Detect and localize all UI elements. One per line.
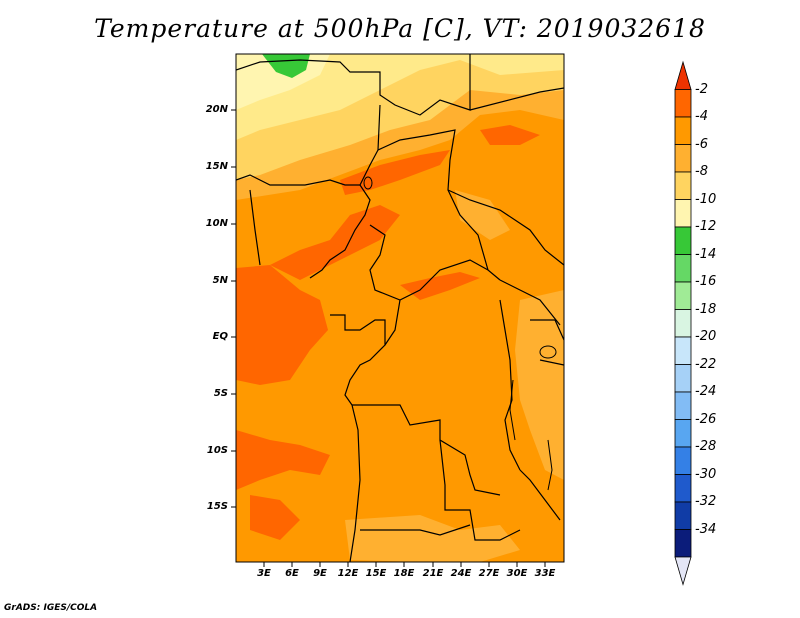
border-egypt [469, 87, 564, 111]
border-congo-drc [384, 299, 401, 346]
lat-label-10n: 10N [205, 218, 228, 229]
colorbar-segment [674, 199, 692, 228]
lat-label-5n: 5N [212, 275, 228, 286]
colorbar-label: -6 [695, 136, 708, 152]
lon-label-12e: 12E [337, 568, 359, 579]
colorbar-label: -12 [695, 219, 717, 234]
field-warm-west [236, 265, 328, 385]
border-chad [377, 129, 489, 271]
lake-malawi [547, 439, 553, 491]
border-niger [236, 104, 381, 186]
field-cool-east [515, 290, 564, 480]
colorbar-label: -32 [695, 494, 717, 509]
colorbar-segment [674, 226, 692, 255]
colorbar-segment [674, 336, 692, 365]
colorbar-label: -34 [695, 521, 717, 537]
colorbar-segment [674, 501, 692, 530]
border-benin [249, 189, 261, 266]
border-namibia [360, 524, 471, 536]
border-nigeria-cameroon [309, 184, 371, 279]
lakes [363, 176, 557, 491]
colorbar-bottom-triangle [674, 556, 692, 586]
lon-label-9e: 9E [313, 568, 327, 579]
colorbar-segment [674, 116, 692, 145]
border-sahara [236, 54, 471, 116]
lat-label-10s: 10S [206, 445, 228, 456]
border-zambia [439, 439, 521, 541]
colorbar-segment [674, 171, 692, 200]
colorbar-top-triangle [674, 60, 692, 90]
map-title: Temperature at 500hPa [C], VT: 201903261… [94, 14, 706, 43]
lat-label-20n: 20N [205, 104, 228, 115]
colorbar-segment [674, 281, 692, 310]
border-mozambique [519, 469, 561, 521]
border-south-sudan [499, 279, 561, 326]
border-sudan [447, 189, 564, 266]
temperature-field [236, 54, 564, 562]
lake-victoria [539, 345, 557, 359]
field-cool-south [345, 515, 520, 562]
lon-label-33e: 33E [534, 568, 556, 579]
colorbar-label: -2 [695, 81, 708, 97]
field-warm-south [250, 495, 300, 540]
field-cool-sudan [455, 190, 510, 240]
colorbar-segment [674, 364, 692, 393]
colorbar-segment [674, 144, 692, 173]
lon-label-30e: 30E [506, 568, 528, 579]
colorbar-label: -8 [695, 164, 708, 179]
colorbar-segment [674, 254, 692, 283]
colorbar-label: -26 [695, 411, 717, 427]
colorbar-segment [674, 474, 692, 503]
colorbar-label: -24 [695, 384, 717, 399]
lon-label-3e: 3E [257, 568, 271, 579]
colorbar-segment [674, 419, 692, 448]
field-warm-center [400, 272, 480, 300]
colorbar-label: -30 [695, 466, 717, 482]
colorbar-label: -28 [695, 439, 717, 454]
colorbar [674, 60, 692, 586]
lake-tanganyika [509, 379, 516, 441]
field-warm-north [340, 150, 450, 195]
border-kenya-tanzania [539, 359, 564, 366]
ticks [231, 109, 546, 567]
border-gabon-congo [330, 314, 386, 406]
colorbar-segment [674, 391, 692, 420]
lon-label-27e: 27E [478, 568, 500, 579]
colorbar-segment [674, 529, 692, 558]
field-warm-southwest [236, 430, 330, 490]
field-warm-northeast [480, 125, 540, 145]
lake-chad [363, 176, 373, 190]
colorbar-segment [674, 89, 692, 118]
lat-label-15n: 15N [205, 161, 228, 172]
border-drc-east [499, 299, 521, 471]
colorbar-segment [674, 446, 692, 475]
lon-label-24e: 24E [450, 568, 472, 579]
lon-label-15e: 15E [365, 568, 387, 579]
colorbar-label: -10 [695, 191, 717, 207]
colorbar-label: -14 [695, 246, 717, 262]
plot-frame [235, 53, 565, 563]
lat-label-eq: EQ [212, 331, 228, 342]
credit-text: GrADS: IGES/COLA [4, 603, 98, 613]
colorbar-label: -22 [695, 356, 717, 372]
field-warm-band [270, 205, 400, 280]
lat-label-5s: 5S [213, 388, 228, 399]
country-borders [236, 54, 564, 562]
border-angola-coast [349, 404, 361, 562]
colorbar-label: -20 [695, 329, 717, 344]
colorbar-label: -18 [695, 301, 717, 317]
lon-label-6e: 6E [285, 568, 299, 579]
lon-label-21e: 21E [422, 568, 444, 579]
lat-label-15s: 15S [206, 501, 228, 512]
lon-label-18e: 18E [393, 568, 415, 579]
colorbar-label: -4 [695, 109, 708, 124]
colorbar-segment [674, 309, 692, 338]
colorbar-label: -16 [695, 274, 717, 289]
border-uganda [530, 319, 564, 341]
